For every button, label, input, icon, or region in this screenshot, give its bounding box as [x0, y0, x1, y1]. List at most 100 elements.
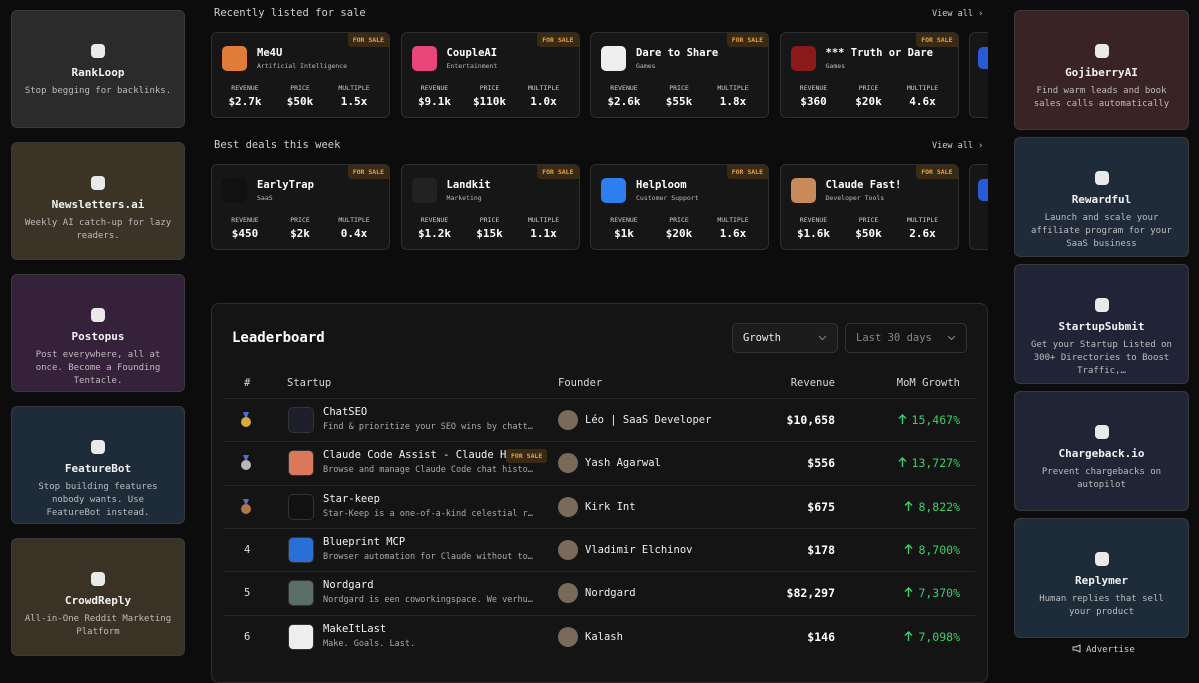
- sponsor-tagline: Launch and scale your affiliate program …: [1031, 213, 1172, 249]
- stat-value: $1.2k: [417, 227, 452, 240]
- growth-value: 15,467%: [911, 413, 960, 427]
- column-header: #: [244, 377, 251, 389]
- listing-category: Developer Tools: [825, 194, 885, 202]
- founder-name[interactable]: Léo | SaaS Developer: [585, 414, 712, 426]
- advertise-text: Advertise: [1086, 645, 1135, 655]
- sponsor-card[interactable]: Replymer Human replies that sell your pro…: [1014, 518, 1189, 638]
- sponsor-card[interactable]: RankLoop Stop begging for backlinks.: [11, 10, 185, 128]
- stat-label: PRICE: [290, 84, 310, 92]
- growth: 13,727%: [898, 456, 960, 470]
- sponsor-card[interactable]: StartupSubmit Get your Startup Listed on …: [1014, 264, 1189, 384]
- listing-card[interactable]: FOR SALE Me4U Artificial Intelligence REVEN…: [211, 32, 390, 118]
- listing-category: Games: [825, 62, 846, 70]
- sponsor-tagline: Prevent chargebacks on autopilot: [1041, 467, 1162, 490]
- sponsor-card[interactable]: Postopus Post everywhere, all at once. Be…: [11, 274, 185, 392]
- row-divider: [224, 441, 975, 443]
- listing-card[interactable]: FOR SALE Claude Fast! Developer Tools REVEN…: [779, 164, 959, 250]
- for-sale-badge: FOR SALE: [506, 449, 548, 464]
- for-sale-badge: FOR SALE: [347, 165, 389, 179]
- listing-card[interactable]: FOR SALE CoupleAI Entertainment REVENUE $9.1…: [400, 32, 580, 118]
- listing-name: Me4U: [257, 47, 283, 59]
- revenue: $82,297: [786, 586, 835, 601]
- founder-name[interactable]: Kalash: [585, 630, 623, 643]
- founder-name[interactable]: Nordgard: [585, 587, 636, 600]
- startup-logo: [288, 623, 314, 650]
- view-all-link[interactable]: View all ›: [932, 141, 984, 151]
- stat-value: $50k: [286, 95, 314, 108]
- listing-card[interactable]: FOR SALE Helploom Customer Support REVENUE $…: [590, 164, 769, 250]
- row-divider: [224, 527, 975, 529]
- view-all-link[interactable]: View all ›: [932, 9, 984, 19]
- listing-logo: [601, 178, 626, 203]
- stat-value: $1k: [614, 227, 634, 240]
- stat-value: $20k: [855, 95, 882, 108]
- stat-value: $110k: [472, 95, 507, 108]
- listing-card[interactable]: FOR SALE Dare to Share Games REVENUE $2.6k PR…: [590, 32, 769, 118]
- founder-name[interactable]: Vladimir Elchinov: [585, 543, 693, 556]
- section-title: Recently listed for sale: [214, 7, 366, 19]
- listing-logo: [978, 47, 988, 69]
- sponsor-icon: [1094, 298, 1109, 312]
- row-divider: [224, 614, 975, 616]
- stat-label: PRICE: [290, 216, 310, 224]
- founder-avatar: [558, 496, 578, 517]
- sponsor-icon: [91, 44, 105, 58]
- stat-value: 1.1x: [530, 227, 557, 240]
- stat-label: REVENUE: [420, 216, 449, 224]
- stat-value: 1.6x: [719, 227, 747, 240]
- founder-avatar: [558, 583, 578, 604]
- sponsor-card[interactable]: FeatureBot Stop building features nobody …: [11, 406, 185, 524]
- for-sale-badge: FOR SALE: [726, 165, 768, 179]
- founder-avatar: [558, 539, 578, 560]
- sponsor-icon: [1094, 44, 1109, 58]
- sponsor-card[interactable]: Newsletters.ai Weekly AI catch-up for laz…: [11, 142, 185, 260]
- stat-label: MULTIPLE: [338, 84, 370, 92]
- sponsor-card[interactable]: Rewardful Launch and scale your affiliate…: [1014, 137, 1189, 257]
- startup-description: Nordgard is een coworkingspace. We verhu…: [323, 595, 533, 606]
- up-arrow: [904, 543, 913, 554]
- rank: 4: [244, 543, 251, 556]
- sponsor-icon: [91, 572, 105, 586]
- filter-dropdown[interactable]: Last 30 days: [845, 323, 967, 353]
- listing-name: Landkit: [446, 179, 491, 191]
- revenue: $675: [807, 499, 835, 514]
- for-sale-badge: FOR SALE: [726, 33, 768, 47]
- sponsor-card[interactable]: CrowdReply All-in-One Reddit Marketing Pl…: [11, 538, 185, 656]
- startup-name: Nordgard: [323, 579, 374, 592]
- listing-card[interactable]: [969, 164, 988, 250]
- advertise-link[interactable]: Advertise: [1072, 644, 1135, 655]
- rank: 6: [244, 630, 251, 643]
- stat-label: REVENUE: [610, 216, 638, 224]
- up-arrow: [904, 630, 913, 641]
- listing-card[interactable]: FOR SALE *** Truth or Dare Games REVENUE $36…: [779, 32, 959, 118]
- listing-card[interactable]: FOR SALE EarlyTrap SaaS REVENUE $450 PRICE $2k…: [211, 164, 390, 250]
- medal-icon: [241, 455, 251, 471]
- revenue: $556: [807, 456, 835, 471]
- listing-card[interactable]: FOR SALE Landkit Marketing REVENUE $1.2k PRIC…: [400, 164, 580, 250]
- sponsor-icon: [1094, 552, 1109, 566]
- for-sale-badge: FOR SALE: [537, 33, 579, 47]
- sponsor-name: RankLoop: [71, 66, 125, 79]
- view-all-text: View all: [932, 141, 973, 151]
- founder-name[interactable]: Kirk Int: [585, 500, 636, 513]
- up-arrow: [898, 457, 907, 468]
- sponsor-tagline: Find warm leads and book sales calls aut…: [1033, 86, 1170, 109]
- stat-label: MULTIPLE: [906, 216, 939, 224]
- sponsor-card[interactable]: Chargeback.io Prevent chargebacks on auto…: [1014, 391, 1189, 511]
- founder-avatar: [558, 410, 578, 430]
- growth-value: 7,370%: [918, 586, 960, 601]
- row-divider: [224, 484, 975, 486]
- growth: 15,467%: [898, 413, 960, 427]
- sponsor-icon: [1094, 171, 1109, 185]
- listing-card[interactable]: [969, 32, 988, 118]
- founder-name[interactable]: Yash Agarwal: [585, 457, 661, 470]
- filter-dropdown[interactable]: Growth: [732, 323, 838, 353]
- growth-value: 13,727%: [911, 456, 960, 471]
- growth: 7,098%: [904, 630, 960, 644]
- revenue: $10,658: [786, 413, 835, 427]
- sponsor-card[interactable]: GojiberryAI Find warm leads and book sale…: [1014, 10, 1189, 130]
- growth: 8,822%: [904, 500, 960, 514]
- stat-label: MULTIPLE: [906, 84, 939, 92]
- startup-description: Find & prioritize your SEO wins by chatt…: [323, 422, 533, 432]
- filter-text: Growth: [743, 332, 781, 344]
